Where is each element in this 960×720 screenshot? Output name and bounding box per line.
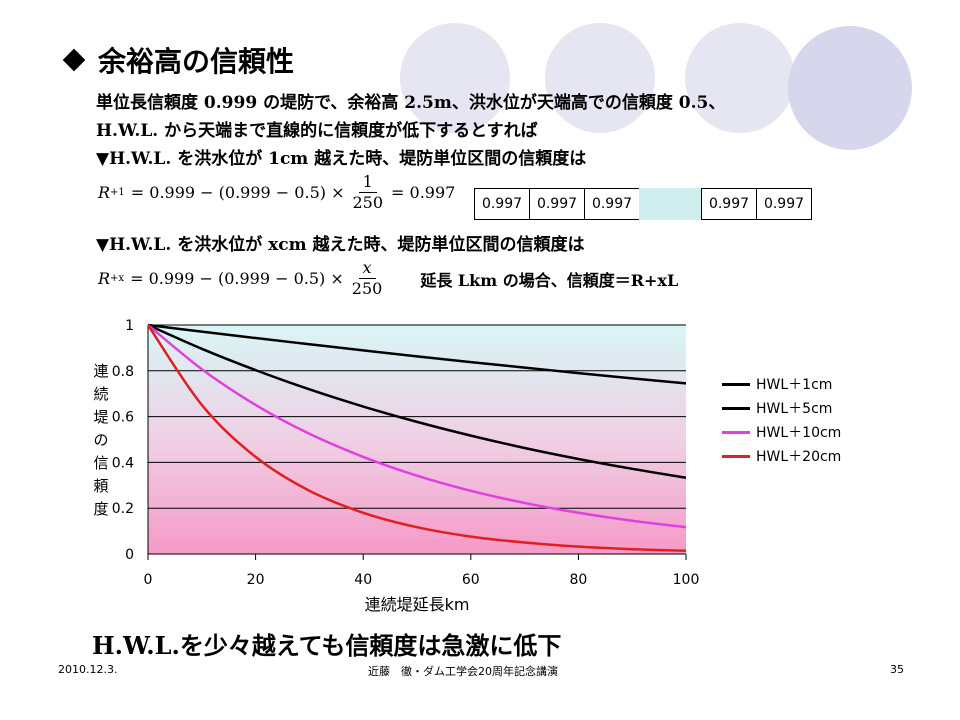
intro-line-1: 単位長信頼度 0.999 の堤防で、余裕高 2.5m、洪水位が天端高での信頼度 … <box>96 93 726 113</box>
legend-item: HWL＋10cm <box>722 420 841 444</box>
x-tick-label: 20 <box>247 572 265 588</box>
grid <box>147 324 686 555</box>
cell-value: 0.997 <box>756 188 812 220</box>
y-axis-label-char: 頼 <box>93 477 109 495</box>
x-tick-label: 100 <box>673 572 700 588</box>
formula2-lhs-sub: +x <box>110 273 125 284</box>
x-tick-label: 0 <box>144 572 153 588</box>
y-tick-label: 0.4 <box>112 455 134 471</box>
case2-heading: ▼H.W.L. を洪水位が xcm 越えた時、堤防単位区間の信頼度は <box>96 235 585 255</box>
cell-value: 0.997 <box>474 188 530 220</box>
y-axis-label-char: の <box>93 431 109 449</box>
formula2-num: x <box>358 258 376 279</box>
formula1-num: 1 <box>358 172 377 193</box>
y-axis-label-char: 堤 <box>93 408 109 426</box>
cell-value: 0.997 <box>529 188 585 220</box>
footer-date: 2010.12.3. <box>58 663 118 676</box>
legend-item: HWL＋5cm <box>722 396 841 420</box>
y-tick-label: 0.8 <box>112 364 134 380</box>
formula-1: R +1 = 0.999 − (0.999 − 0.5) × 1 250 = 0.… <box>98 172 455 213</box>
legend-label: HWL＋1cm <box>756 377 833 393</box>
x-tick-label: 80 <box>569 572 587 588</box>
y-axis-label-char: 連 <box>93 362 109 380</box>
y-tick-label: 1 <box>125 318 134 334</box>
y-tick-label: 0.2 <box>112 501 134 517</box>
case1-heading: ▼H.W.L. を洪水位が 1cm 越えた時、堤防単位区間の信頼度は <box>96 149 587 169</box>
conclusion-text: H.W.L.を少々越えても信頼度は急激に低下 <box>92 631 562 660</box>
formula2-lhs: R <box>98 269 111 288</box>
footer-center: 近藤 徹・ダム工学会20周年記念講演 <box>368 665 558 678</box>
title-block: 余裕高の信頼性 <box>60 40 294 80</box>
series-line-3 <box>147 324 687 529</box>
formula1-fraction: 1 250 <box>348 172 387 213</box>
x-tick-label: 60 <box>462 572 480 588</box>
y-axis-label: 連続堤の信頼度 <box>92 360 110 521</box>
x-ticks: 0 20 40 60 80 100 <box>144 554 700 588</box>
slide-title: 余裕高の信頼性 <box>98 45 295 78</box>
reliability-cells: 0.997 0.997 0.997 0.997 0.997 <box>474 188 812 220</box>
legend-item: HWL＋20cm <box>722 444 841 468</box>
cells-gap <box>639 188 701 220</box>
series-line-4 <box>146 324 687 553</box>
y-axis-label-char: 度 <box>93 500 109 518</box>
y-tick-label: 0 <box>125 547 134 563</box>
y-tick-label: 0.6 <box>112 410 134 426</box>
formula1-lhs: R <box>98 183 111 202</box>
legend-swatch <box>722 454 750 458</box>
legend-label: HWL＋20cm <box>756 449 842 465</box>
formula-2: R +x = 0.999 − (0.999 − 0.5) × x 250 延長 L… <box>98 258 678 299</box>
x-axis-label: 連続堤延長km <box>365 595 470 614</box>
formula2-den: 250 <box>351 279 383 298</box>
y-ticks: 0 0.2 0.4 0.6 0.8 1 <box>112 318 134 563</box>
legend: HWL＋1cm HWL＋5cm HWL＋10cm HWL＋20cm <box>722 372 841 468</box>
reliability-chart: 0 0.2 0.4 0.6 0.8 1 0 20 40 60 80 100 連続堤延長km <box>112 318 700 614</box>
x-tick-label: 40 <box>354 572 372 588</box>
footer-page: 35 <box>890 663 904 676</box>
y-axis-label-char: 信 <box>93 454 109 472</box>
formula1-result: = 0.997 <box>391 183 456 202</box>
legend-swatch <box>722 430 750 434</box>
y-axis-label-char: 続 <box>93 385 109 403</box>
formula1-den: 250 <box>352 193 384 212</box>
legend-swatch <box>722 382 750 386</box>
formula1-expr: = 0.999 − (0.999 − 0.5) × <box>130 183 345 202</box>
legend-swatch <box>722 406 750 410</box>
series-line-2 <box>147 323 687 479</box>
intro-line-2: H.W.L. から天端まで直線的に信頼度が低下するとすれば <box>96 121 538 141</box>
formula2-expr: = 0.999 − (0.999 − 0.5) × <box>130 269 344 288</box>
series-line-1 <box>147 323 687 385</box>
legend-label: HWL＋5cm <box>756 401 833 417</box>
formula1-lhs-sub: +1 <box>110 187 125 198</box>
legend-label: HWL＋10cm <box>756 425 842 441</box>
decorative-circles <box>400 23 912 150</box>
formula2-fraction: x 250 <box>348 258 387 299</box>
formula2-note: 延長 Lkm の場合、信頼度＝R+xL <box>420 270 679 290</box>
series-lines <box>146 323 687 553</box>
legend-item: HWL＋1cm <box>722 372 841 396</box>
